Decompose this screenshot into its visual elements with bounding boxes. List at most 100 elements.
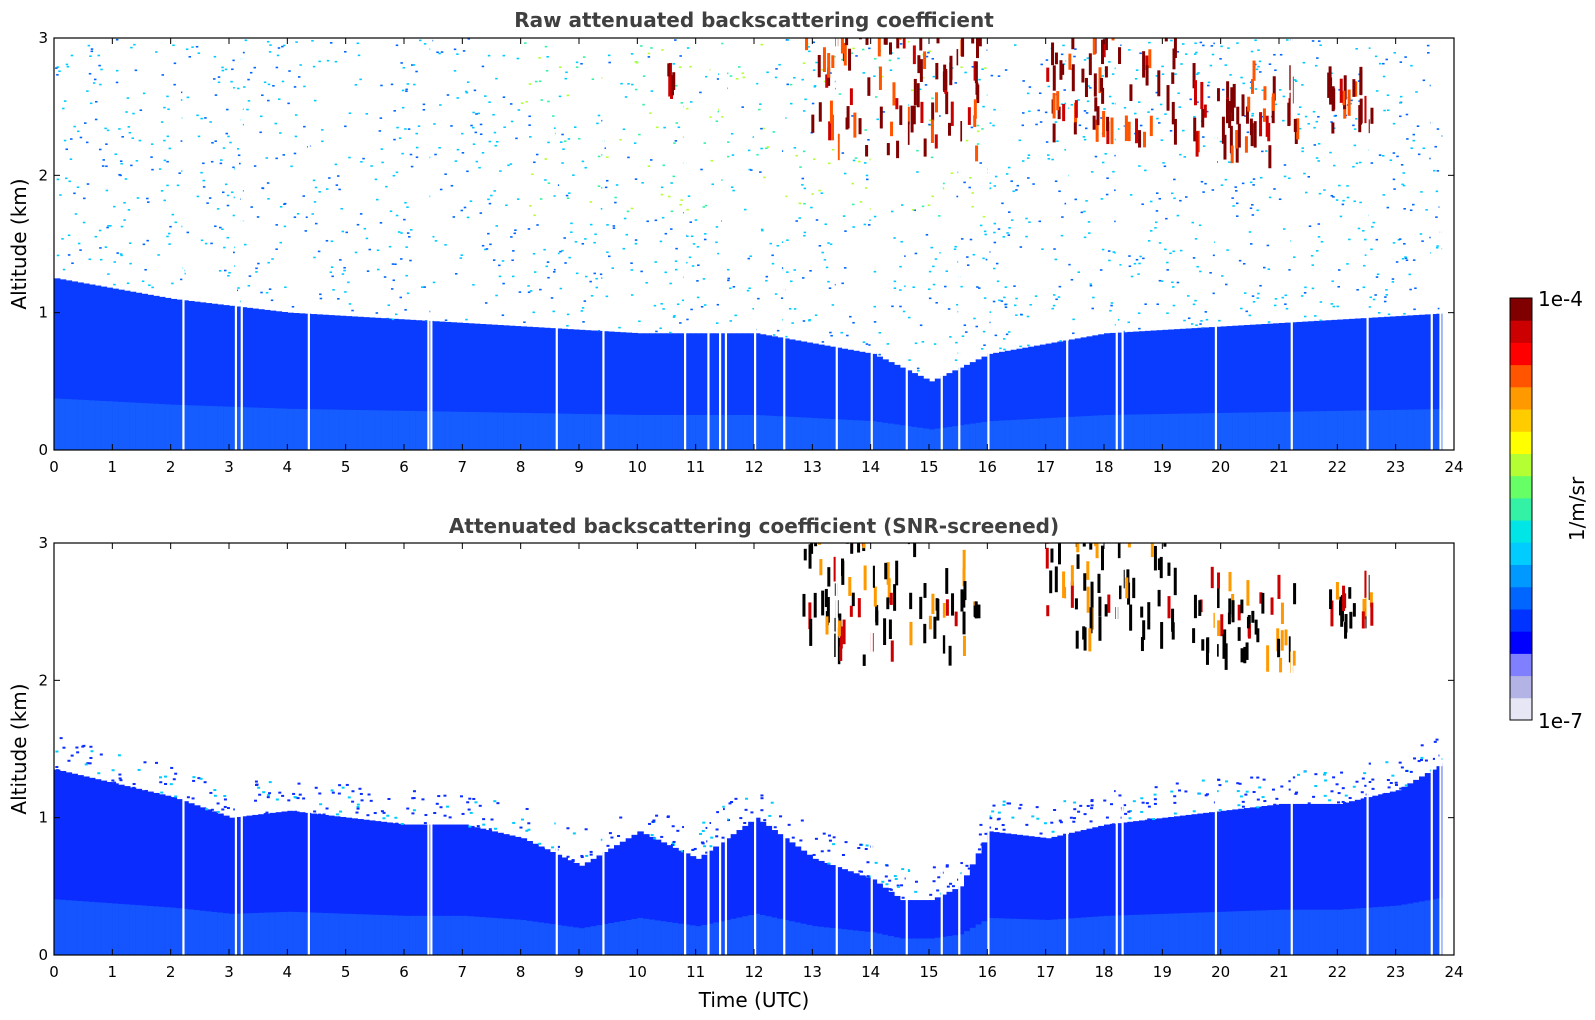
noise-speckle <box>931 195 934 198</box>
noise-speckle <box>406 206 409 208</box>
cloud-mark <box>942 635 946 654</box>
noise-speckle <box>359 213 363 215</box>
noise-speckle <box>1156 303 1159 306</box>
noise-speckle <box>661 49 664 51</box>
noise-speckle <box>536 224 539 226</box>
aerosol-column <box>153 792 160 955</box>
screened-speck <box>701 842 705 845</box>
data-gap <box>1214 38 1218 450</box>
screened-speck <box>946 885 950 888</box>
noise-speckle <box>1155 91 1159 94</box>
aerosol-column <box>748 333 755 450</box>
cloud-mark <box>873 586 877 607</box>
noise-speckle <box>702 278 706 280</box>
noise-speckle <box>226 204 230 207</box>
noise-speckle <box>481 152 485 154</box>
noise-speckle <box>132 112 135 115</box>
surface-layer <box>1028 919 1035 955</box>
aerosol-column <box>1086 336 1093 450</box>
aerosol-column <box>987 831 994 955</box>
screened-speck <box>169 783 173 786</box>
surface-layer <box>672 414 679 450</box>
screened-speck <box>1152 818 1156 821</box>
surface-layer <box>258 407 265 450</box>
noise-speckle <box>907 40 910 43</box>
noise-speckle <box>589 223 593 226</box>
noise-speckle <box>635 62 639 64</box>
noise-speckle <box>1219 57 1222 60</box>
cloud-mark <box>1230 87 1234 113</box>
surface-layer <box>1354 410 1362 450</box>
noise-speckle <box>163 199 166 202</box>
surface-layer <box>188 909 195 955</box>
surface-layer <box>1144 414 1152 450</box>
noise-speckle <box>220 159 223 161</box>
surface-layer <box>672 922 679 955</box>
noise-speckle <box>1195 51 1198 54</box>
cloud-mark <box>879 106 883 129</box>
screened-speck <box>770 801 774 804</box>
noise-speckle <box>808 318 811 321</box>
noise-speckle <box>570 231 573 234</box>
noise-speckle <box>260 291 263 294</box>
noise-speckle <box>494 144 497 147</box>
noise-speckle <box>1112 170 1115 173</box>
noise-speckle <box>263 81 267 84</box>
screened-speck <box>216 810 220 813</box>
x-tick-label: 24 <box>1444 963 1463 981</box>
screened-speck <box>525 829 529 832</box>
surface-layer <box>701 414 708 450</box>
noise-speckle <box>376 249 380 252</box>
noise-speckle <box>811 193 814 195</box>
noise-speckle <box>659 240 663 243</box>
noise-speckle <box>659 327 662 330</box>
surface-layer <box>1127 915 1134 955</box>
surface-layer <box>65 399 73 450</box>
noise-speckle <box>1410 64 1413 67</box>
noise-speckle <box>605 179 609 182</box>
screened-speck <box>210 808 214 811</box>
noise-speckle <box>1228 161 1231 163</box>
noise-speckle <box>221 228 224 231</box>
screened-speck <box>1118 794 1122 797</box>
noise-speckle <box>647 56 651 58</box>
noise-speckle <box>459 257 463 259</box>
noise-speckle <box>996 280 1000 283</box>
aerosol-column <box>946 373 953 450</box>
noise-speckle <box>538 57 541 59</box>
aerosol-column <box>917 375 924 450</box>
noise-speckle <box>568 192 571 194</box>
aerosol-column <box>794 340 802 450</box>
noise-speckle <box>1193 115 1196 118</box>
noise-speckle <box>1156 117 1159 120</box>
screened-speck <box>394 816 398 819</box>
noise-speckle <box>1232 205 1235 207</box>
noise-speckle <box>163 106 166 109</box>
cloud-mark <box>803 548 807 561</box>
noise-speckle <box>1063 89 1066 91</box>
screened-speck <box>1244 793 1248 796</box>
noise-speckle <box>597 185 601 188</box>
screened-speck <box>1192 810 1196 813</box>
noise-speckle <box>1154 227 1157 229</box>
screened-speck <box>888 879 892 882</box>
noise-speckle <box>444 244 447 246</box>
aerosol-column <box>929 900 936 955</box>
screened-speck <box>702 821 706 824</box>
screened-speck <box>1110 803 1114 806</box>
noise-speckle <box>631 83 634 86</box>
noise-speckle <box>743 208 747 211</box>
cloud-mark <box>1096 106 1100 126</box>
noise-speckle <box>1282 119 1285 122</box>
x-tick-label: 4 <box>283 458 293 476</box>
noise-speckle <box>231 191 234 194</box>
noise-speckle <box>1105 193 1109 196</box>
screened-speck <box>979 823 983 826</box>
screened-speck <box>159 781 163 784</box>
noise-speckle <box>1420 191 1423 193</box>
aerosol-column <box>619 841 627 955</box>
aerosol-column <box>684 853 691 955</box>
cloud-mark <box>910 105 914 133</box>
noise-speckle <box>226 108 229 111</box>
noise-speckle <box>1261 89 1265 92</box>
